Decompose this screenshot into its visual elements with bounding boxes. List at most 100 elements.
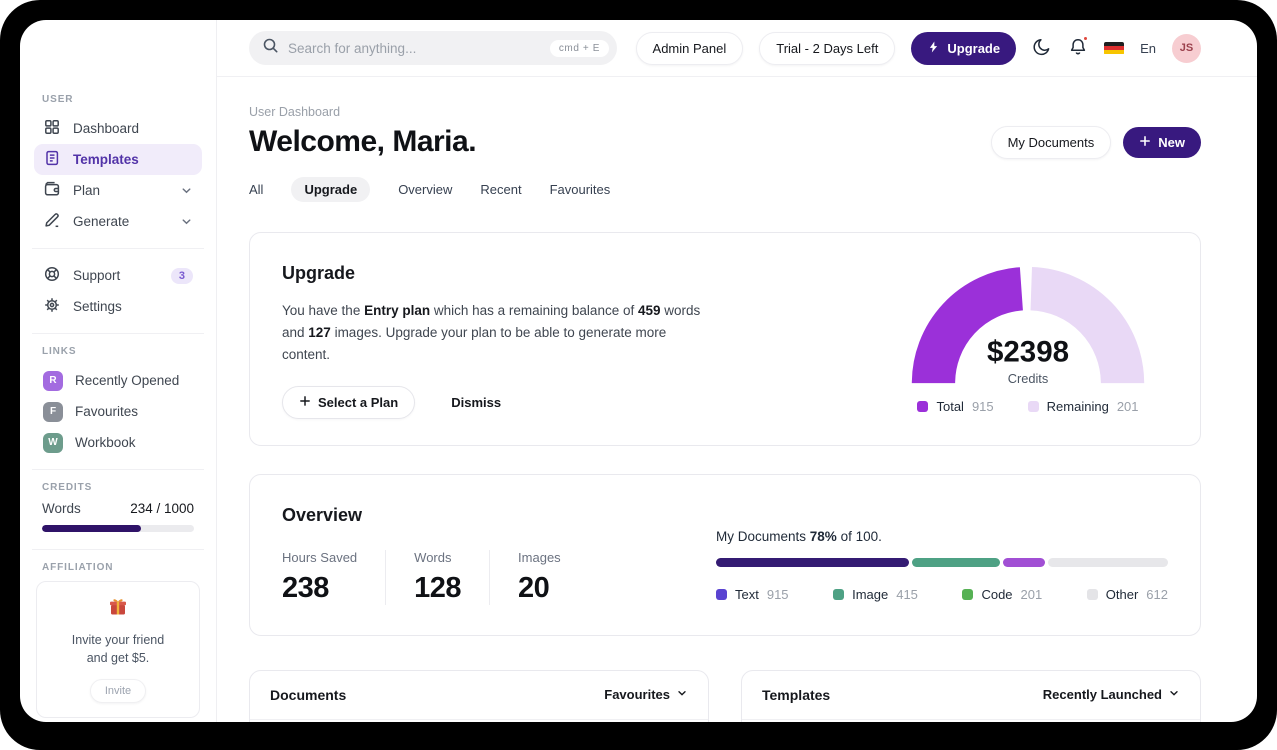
german-flag-icon[interactable]: [1104, 41, 1125, 55]
templates-card: Templates Recently Launched Blog Post Ti…: [741, 669, 1201, 722]
gauge-remaining-arc: [1029, 267, 1145, 384]
pencil-icon: [43, 211, 61, 232]
tab-all[interactable]: All: [249, 182, 264, 197]
sidebar-item-support[interactable]: Support 3: [34, 260, 202, 291]
sidebar-item-label: Templates: [73, 152, 139, 167]
support-count-badge: 3: [170, 267, 193, 284]
sidebar-item-generate[interactable]: Generate: [34, 206, 202, 237]
affiliation-card: Invite your friend and get $5. Invite: [36, 581, 200, 719]
admin-panel-button[interactable]: Admin Panel: [635, 31, 744, 65]
legend-swatch: [1027, 401, 1039, 412]
gauge-total-arc: [911, 267, 1024, 384]
documents-card-title: Documents: [270, 686, 347, 703]
legend-swatch: [962, 588, 974, 600]
moon-icon: [1032, 37, 1052, 60]
bar-segment-text: [716, 557, 909, 567]
chevron-down-icon: [180, 184, 193, 197]
title-actions: My Documents New: [990, 125, 1201, 159]
bar-segment-other: [1048, 557, 1168, 567]
templates-card-title: Templates: [762, 686, 831, 703]
documents-progress-text: My Documents 78% of 100.: [716, 528, 882, 544]
gift-icon: [107, 599, 129, 622]
gauge-value: $2398: [987, 335, 1069, 368]
legend-item-total: Total 915: [917, 399, 994, 414]
sidebar-item-label: Plan: [73, 183, 101, 198]
sidebar-link-recently-opened[interactable]: R Recently Opened: [34, 365, 202, 396]
legend-swatch: [917, 401, 929, 412]
select-plan-button[interactable]: Select a Plan: [282, 385, 416, 419]
stat-images: Images 20: [518, 549, 561, 604]
language-label[interactable]: En: [1140, 40, 1156, 56]
stat-words: Words 128: [414, 549, 491, 605]
credits-label: Words: [42, 501, 81, 516]
main-area: Search for anything... cmd + E Admin Pan…: [217, 20, 1257, 722]
gauge-caption: Credits: [1008, 371, 1049, 386]
sidebar-section-user: USER: [42, 94, 74, 105]
upgrade-card-left: Upgrade You have the Entry plan which ha…: [282, 263, 722, 419]
templates-icon: [43, 149, 61, 170]
search-placeholder: Search for anything...: [288, 40, 417, 56]
sidebar-divider: [32, 469, 204, 470]
sidebar-link-favourites[interactable]: F Favourites: [34, 396, 202, 427]
sidebar-item-label: Support: [73, 268, 121, 283]
avatar[interactable]: JS: [1172, 33, 1201, 63]
bar-segment-code: [1002, 557, 1046, 567]
tabs: All Upgrade Overview Recent Favourites: [249, 177, 1201, 202]
dismiss-button[interactable]: Dismiss: [445, 394, 507, 411]
sidebar-item-settings[interactable]: Settings: [34, 291, 202, 322]
template-row[interactable]: Blog Post Title in Workbook: [742, 720, 1200, 722]
sidebar-item-templates[interactable]: Templates: [34, 144, 202, 175]
documents-filter-dropdown[interactable]: Favourites: [604, 687, 688, 702]
legend-item-remaining: Remaining 201: [1027, 399, 1139, 414]
legend-swatch: [716, 588, 727, 600]
gauge-legend: Total 915 Remaining 201: [917, 399, 1139, 414]
content: User Dashboard Welcome, Maria. My Docume…: [217, 77, 1257, 722]
tab-overview[interactable]: Overview: [398, 182, 453, 197]
breadcrumb: User Dashboard: [249, 105, 341, 119]
tab-favourites[interactable]: Favourites: [549, 182, 611, 197]
sidebar-divider: [32, 333, 204, 334]
plus-icon: [299, 395, 311, 410]
sidebar-section-affiliation: AFFILIATION: [42, 562, 114, 573]
legend-item-text: Text 915: [716, 587, 789, 602]
templates-filter-dropdown[interactable]: Recently Launched: [1043, 687, 1180, 702]
tab-upgrade[interactable]: Upgrade: [291, 177, 371, 202]
overview-card: Overview Hours Saved 238 Words 128: [249, 473, 1201, 636]
upgrade-button[interactable]: Upgrade: [911, 31, 1017, 65]
trial-status-button[interactable]: Trial - 2 Days Left: [759, 31, 896, 65]
bottom-cards-row: Documents Favourites Untitled Document i…: [249, 669, 1201, 722]
legend-swatch: [1086, 588, 1098, 600]
sidebar-item-dashboard[interactable]: Dashboard: [34, 113, 202, 144]
upgrade-card: Upgrade You have the Entry plan which ha…: [249, 232, 1201, 446]
bolt-icon: [927, 40, 940, 57]
tab-recent[interactable]: Recent: [480, 182, 522, 197]
overview-card-title: Overview: [282, 504, 363, 525]
link-initial-badge: R: [43, 370, 63, 391]
upgrade-card-title: Upgrade: [282, 263, 356, 283]
credits-progress-track: [42, 525, 194, 532]
legend-item-code: Code 201: [962, 587, 1042, 602]
new-button[interactable]: New: [1123, 126, 1201, 158]
plus-icon: [1139, 135, 1151, 150]
stat-hours-saved: Hours Saved 238: [282, 549, 387, 605]
chevron-down-icon: [180, 215, 193, 228]
sidebar-link-label: Favourites: [75, 404, 139, 419]
documents-card: Documents Favourites Untitled Document i…: [249, 669, 709, 722]
search-input[interactable]: Search for anything... cmd + E: [249, 31, 617, 65]
document-row[interactable]: Untitled Document in Workbook: [250, 720, 708, 722]
grid-icon: [43, 118, 61, 139]
gauge-chart: $2398 Credits: [911, 267, 1145, 386]
sidebar-item-label: Settings: [73, 299, 122, 314]
credits-value: 234 / 1000: [130, 501, 194, 516]
my-documents-button[interactable]: My Documents: [990, 125, 1112, 159]
sidebar-link-workbook[interactable]: W Workbook: [34, 427, 202, 458]
upgrade-card-actions: Select a Plan Dismiss: [282, 385, 722, 419]
dark-mode-toggle[interactable]: [1032, 37, 1052, 60]
sidebar-item-plan[interactable]: Plan: [34, 175, 202, 206]
sidebar-item-label: Dashboard: [73, 121, 140, 136]
notification-dot: [1082, 34, 1090, 42]
invite-button[interactable]: Invite: [89, 679, 147, 704]
upgrade-card-body: You have the Entry plan which has a rema…: [282, 303, 701, 362]
notifications-button[interactable]: [1068, 34, 1090, 60]
